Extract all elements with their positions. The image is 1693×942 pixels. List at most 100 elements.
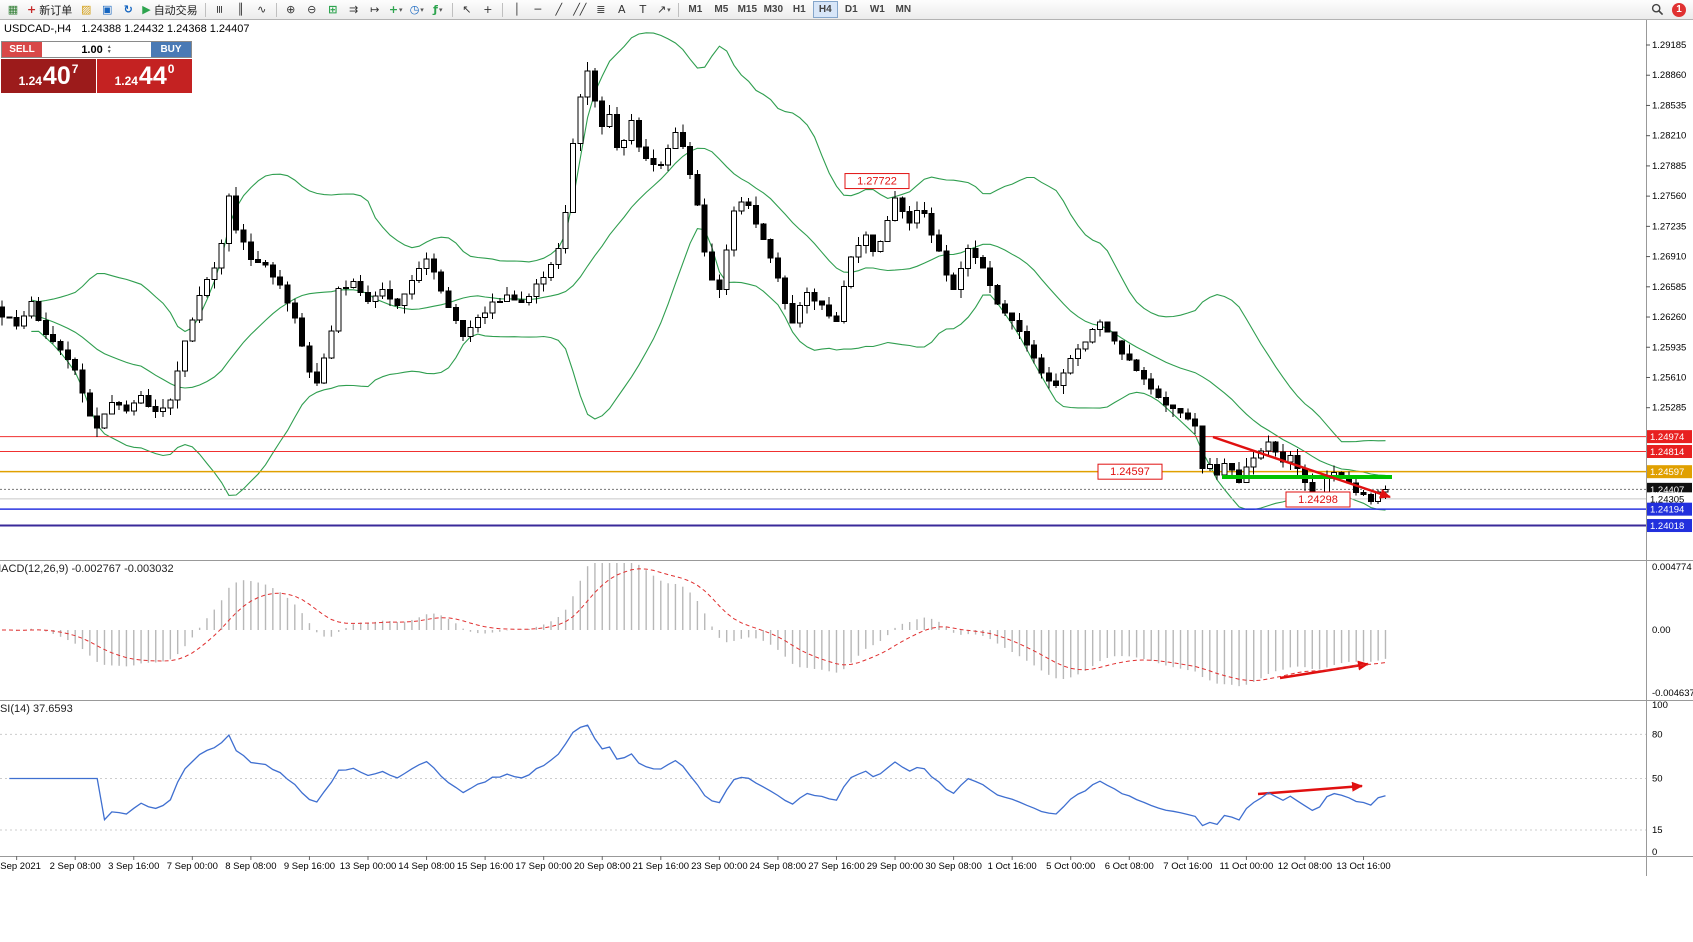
refresh-icon: ↻ xyxy=(123,3,133,16)
zoom-out-button[interactable]: ⊖ xyxy=(302,1,322,19)
auto-scroll-button[interactable]: ⇉ xyxy=(344,1,364,19)
svg-text:11 Oct 00:00: 11 Oct 00:00 xyxy=(1220,861,1274,872)
price-trend-arrow[interactable] xyxy=(1212,435,1391,499)
volume-down-button[interactable]: ▼ xyxy=(106,48,112,55)
new-order-button[interactable]: + 新订单 xyxy=(24,1,75,19)
price-axis-box-1.24305: 1.24305 xyxy=(1647,492,1692,506)
line-chart-icon: ∿ xyxy=(257,3,267,16)
svg-text:1 Oct 16:00: 1 Oct 16:00 xyxy=(988,861,1037,872)
auto-scroll-icon: ⇉ xyxy=(349,3,359,16)
new-chart-button[interactable]: ▦ xyxy=(3,1,23,19)
timeframe-m15[interactable]: M15 xyxy=(735,1,760,18)
svg-text:0: 0 xyxy=(1652,847,1657,858)
macd-signal-line xyxy=(2,568,1386,682)
symbol-period-label: USDCAD-,H4 xyxy=(4,23,72,35)
refresh-button[interactable]: ↻ xyxy=(118,1,138,19)
bar-chart-button[interactable]: ≡ xyxy=(210,1,230,19)
svg-text:1.29185: 1.29185 xyxy=(1652,40,1686,51)
metaeditor-button[interactable]: ▨ xyxy=(76,1,96,19)
text-button[interactable]: A xyxy=(612,1,632,19)
svg-text:1.28210: 1.28210 xyxy=(1652,131,1686,142)
volume-value[interactable]: 1.00 xyxy=(81,43,103,56)
svg-text:1.24597: 1.24597 xyxy=(1650,467,1684,478)
cursor-button[interactable]: ↖ xyxy=(457,1,477,19)
svg-text:7 Oct 16:00: 7 Oct 16:00 xyxy=(1163,861,1212,872)
fibonacci-button[interactable]: ≣ xyxy=(591,1,611,19)
arrows-button[interactable]: ↗ ▾ xyxy=(654,1,674,19)
svg-text:20 Sep 08:00: 20 Sep 08:00 xyxy=(574,861,631,872)
caret-down-icon: ▾ xyxy=(399,6,403,14)
timeframe-h1[interactable]: H1 xyxy=(787,1,812,18)
price-annotation-1.27722[interactable]: 1.27722 xyxy=(844,173,910,190)
chart-shift-icon: ↦ xyxy=(370,3,380,16)
svg-text:1 Sep 2021: 1 Sep 2021 xyxy=(0,861,41,872)
candlestick-chart-button[interactable]: ║ xyxy=(231,1,251,19)
price-annotation-1.24597[interactable]: 1.24597 xyxy=(1097,463,1163,480)
sell-price-display[interactable]: 1.24 40 7 xyxy=(1,59,96,93)
svg-text:1.24597: 1.24597 xyxy=(1110,466,1150,478)
horizontal-line-icon: ─ xyxy=(534,3,542,16)
timeframe-m1[interactable]: M1 xyxy=(683,1,708,18)
print-button[interactable]: ▣ xyxy=(97,1,117,19)
print-icon: ▣ xyxy=(102,3,113,16)
volume-stepper: ▲ ▼ xyxy=(106,43,112,55)
crosshair-button[interactable]: + xyxy=(478,1,498,19)
bar-chart-icon: ≡ xyxy=(213,4,227,15)
channel-button[interactable]: ╱╱ xyxy=(570,1,590,19)
svg-text:1.28860: 1.28860 xyxy=(1652,70,1686,81)
notifications-badge[interactable]: 1 xyxy=(1672,2,1686,17)
svg-text:13 Sep 00:00: 13 Sep 00:00 xyxy=(340,861,397,872)
timeframe-d1[interactable]: D1 xyxy=(839,1,864,18)
trendline-icon: ╱ xyxy=(555,3,563,16)
indicators-button[interactable]: ƒ ▾ xyxy=(428,1,448,19)
search-button[interactable] xyxy=(1647,1,1667,19)
horizontal-line-button[interactable]: ─ xyxy=(528,1,548,19)
volume-up-button[interactable]: ▲ xyxy=(106,43,112,50)
line-chart-button[interactable]: ∿ xyxy=(252,1,272,19)
toolbar-separator xyxy=(501,2,503,17)
timeframe-m5[interactable]: M5 xyxy=(709,1,734,18)
svg-text:21 Sep 16:00: 21 Sep 16:00 xyxy=(633,861,690,872)
vertical-line-button[interactable]: │ xyxy=(507,1,527,19)
sell-button[interactable]: SELL xyxy=(2,42,42,57)
autotrading-button[interactable]: ▶ 自动交易 xyxy=(139,1,200,19)
text-label-button[interactable]: T xyxy=(633,1,653,19)
svg-text:1.24194: 1.24194 xyxy=(1650,505,1684,516)
price-axis-box-1.24018: 1.24018 xyxy=(1647,519,1692,533)
price-annotation-1.24298[interactable]: 1.24298 xyxy=(1285,491,1351,508)
rsi-trend-arrow[interactable] xyxy=(1257,781,1363,796)
tile-windows-icon: ⊞ xyxy=(328,3,338,16)
svg-text:7 Sep 00:00: 7 Sep 00:00 xyxy=(167,861,218,872)
svg-text:1.25610: 1.25610 xyxy=(1652,372,1686,383)
svg-text:15 Sep 16:00: 15 Sep 16:00 xyxy=(457,861,514,872)
periods-button[interactable]: ◷ ▾ xyxy=(407,1,427,19)
periods-icon: ◷ xyxy=(409,3,420,16)
metaeditor-icon: ▨ xyxy=(81,3,92,16)
sell-price-sup: 7 xyxy=(71,62,79,76)
new-chart-dropdown-button[interactable]: + ▾ xyxy=(386,1,406,19)
timeframe-m30[interactable]: M30 xyxy=(761,1,786,18)
svg-text:0.00: 0.00 xyxy=(1652,625,1671,636)
buy-button[interactable]: BUY xyxy=(151,42,191,57)
new-chart-icon: ▦ xyxy=(7,3,19,16)
timeframe-h4[interactable]: H4 xyxy=(812,1,838,18)
new-order-icon: + xyxy=(27,3,37,16)
toolbar-separator xyxy=(204,2,206,17)
indicators-icon: ƒ xyxy=(433,3,438,16)
trendline-button[interactable]: ╱ xyxy=(549,1,569,19)
buy-price-big: 44 xyxy=(138,61,167,90)
svg-text:-0.004637: -0.004637 xyxy=(1652,688,1693,699)
new-order-button-label: 新订单 xyxy=(39,4,73,17)
timeframe-w1[interactable]: W1 xyxy=(865,1,890,18)
sell-price-big: 40 xyxy=(42,61,71,90)
svg-text:1.26585: 1.26585 xyxy=(1652,282,1686,293)
zoom-in-button[interactable]: ⊕ xyxy=(281,1,301,19)
buy-price-display[interactable]: 1.24 44 0 xyxy=(97,59,192,93)
svg-text:1.28535: 1.28535 xyxy=(1652,100,1686,111)
tile-windows-button[interactable]: ⊞ xyxy=(323,1,343,19)
fibonacci-icon: ≣ xyxy=(596,3,606,16)
chart-shift-button[interactable]: ↦ xyxy=(365,1,385,19)
volume-field[interactable]: 1.00 ▲ ▼ xyxy=(42,42,151,57)
timeframe-mn[interactable]: MN xyxy=(891,1,916,18)
